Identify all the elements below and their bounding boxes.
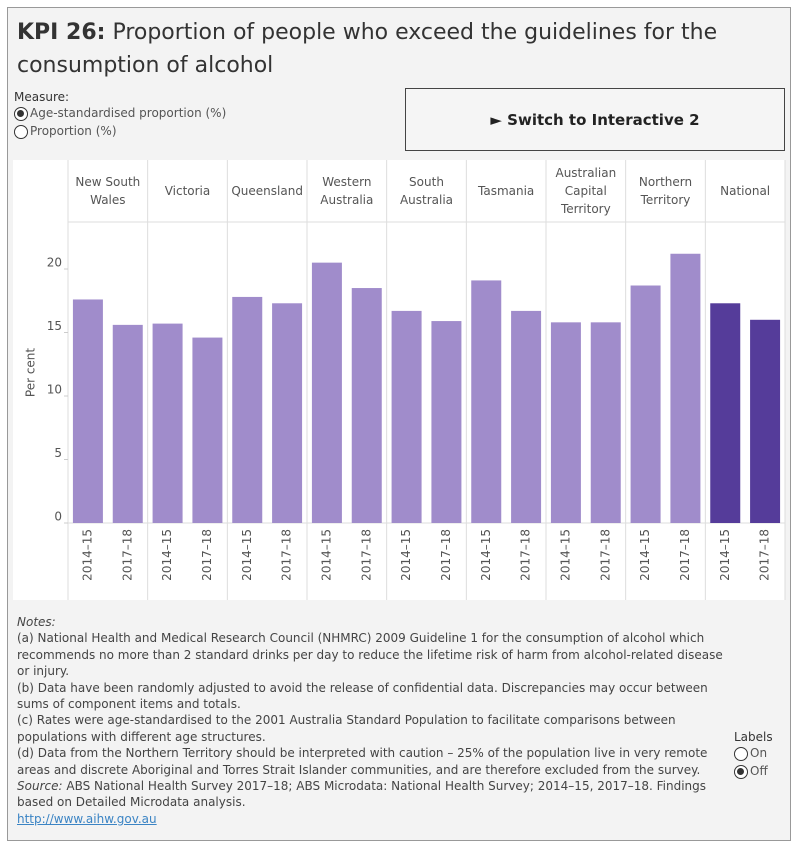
bar — [232, 296, 263, 523]
bar — [391, 310, 422, 523]
title-text: Proportion of people who exceed the guid… — [17, 20, 718, 78]
x-tick-label: 2014–15 — [80, 529, 94, 581]
bar — [750, 319, 781, 523]
bar — [112, 324, 143, 523]
bar — [311, 262, 342, 523]
x-tick-label: 2017–18 — [120, 529, 134, 581]
bar — [351, 288, 382, 523]
panel-header: South Australia — [399, 175, 454, 207]
switch-button[interactable]: ► Switch to Interactive 2 — [405, 88, 785, 151]
panel-header: Australian Capital Territory — [555, 166, 617, 216]
x-tick-label: 2017–18 — [598, 529, 612, 581]
link-row: http://www.aihw.gov.au — [17, 811, 727, 827]
radio-button[interactable] — [14, 106, 28, 121]
x-tick-label: 2017–18 — [200, 529, 214, 581]
notes: Notes: (a) National Health and Medical Re… — [17, 614, 727, 827]
radio-option[interactable]: Age-standardised proportion (%) — [14, 104, 226, 122]
notes-heading: Notes: — [17, 615, 56, 629]
x-tick-label: 2014–15 — [718, 529, 732, 581]
source-text: ABS National Health Survey 2017–18; ABS … — [17, 779, 707, 810]
x-tick-label: 2014–15 — [638, 529, 652, 581]
bar — [272, 303, 303, 523]
radio-button[interactable] — [734, 746, 748, 761]
bar — [471, 280, 502, 523]
panel-header: New South Wales — [75, 175, 141, 207]
source: Source: ABS National Health Survey 2017–… — [17, 778, 727, 811]
panel-header: National — [720, 184, 771, 198]
y-tick-label: 0 — [54, 510, 62, 524]
panel-header: Western Australia — [320, 175, 374, 207]
x-tick-label: 2017–18 — [359, 529, 373, 581]
radio-label: Off — [750, 764, 768, 778]
note: (a) National Health and Medical Research… — [17, 631, 723, 679]
bar — [710, 303, 741, 523]
bar — [192, 337, 223, 523]
radio-label: Age-standardised proportion (%) — [30, 106, 227, 120]
labels-control: Labels On Off — [734, 730, 773, 780]
bar — [630, 285, 661, 523]
title: KPI 26: Proportion of people who exceed … — [17, 16, 777, 82]
bar — [72, 299, 103, 523]
bar — [152, 323, 183, 523]
y-tick-label: 20 — [47, 255, 62, 269]
bar — [511, 310, 542, 523]
panel-header: Northern Territory — [638, 175, 693, 207]
panel-header: Victoria — [164, 184, 211, 198]
radio-button[interactable] — [14, 124, 28, 139]
x-tick-label: 2017–18 — [280, 529, 294, 581]
note: (c) Rates were age-standardised to the 2… — [17, 713, 676, 744]
radio-label: On — [750, 746, 768, 760]
radio-option[interactable]: Proportion (%) — [14, 122, 226, 140]
bar — [590, 322, 621, 523]
kpi-label: KPI 26: — [17, 20, 106, 45]
note: (b) Data have been randomly adjusted to … — [17, 680, 708, 712]
x-tick-label: 2017–18 — [519, 529, 533, 581]
bar — [670, 253, 701, 524]
note: (d) Data from the Northern Territory sho… — [17, 746, 708, 777]
measure-control: Measure: Age-standardised proportion (%)… — [14, 90, 226, 140]
bar — [550, 322, 581, 523]
x-tick-label: 2014–15 — [240, 529, 254, 581]
y-axis-title: Per cent — [24, 348, 38, 398]
radio-option[interactable]: Off — [734, 762, 773, 780]
labels-label: Labels — [734, 730, 773, 744]
panel-header: Tasmania — [478, 184, 535, 198]
x-tick-label: 2014–15 — [399, 529, 413, 581]
radio-option[interactable]: On — [734, 744, 773, 762]
x-tick-label: 2014–15 — [160, 529, 174, 581]
radio-button[interactable] — [734, 764, 748, 779]
bar — [431, 321, 462, 523]
x-tick-label: 2017–18 — [439, 529, 453, 581]
x-tick-label: 2014–15 — [558, 529, 572, 581]
y-tick-label: 15 — [47, 319, 62, 333]
x-tick-label: 2014–15 — [319, 529, 333, 581]
link[interactable]: http://www.aihw.gov.au — [17, 811, 157, 826]
panel-header: Queensland — [231, 184, 303, 198]
x-tick-label: 2017–18 — [758, 529, 772, 581]
radio-label: Proportion (%) — [30, 124, 117, 138]
x-tick-label: 2017–18 — [678, 529, 692, 581]
y-tick-label: 5 — [54, 446, 62, 460]
measure-label: Measure: — [14, 90, 70, 104]
source-label: Source: — [17, 779, 63, 794]
y-tick-label: 10 — [47, 382, 62, 396]
x-tick-label: 2014–15 — [479, 529, 493, 581]
